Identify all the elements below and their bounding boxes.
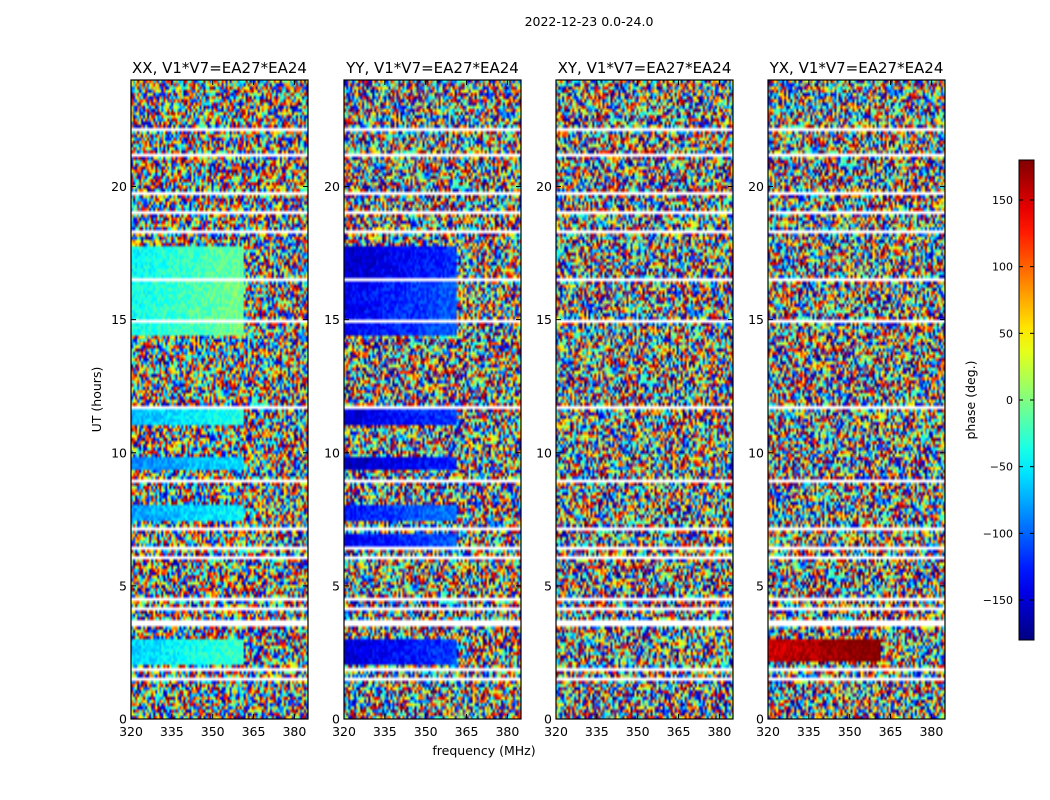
y-tick-label: 10 <box>324 445 340 460</box>
x-tick-label: 320 <box>332 724 356 739</box>
x-tick-label: 365 <box>879 724 903 739</box>
y-tick-label: 5 <box>544 578 552 593</box>
x-tick-label: 335 <box>585 724 609 739</box>
panel-4: YX, V1*V7=EA27*EA24 320 335 350 365 380 0 5 10 15… <box>748 59 946 739</box>
phase-heatmap <box>131 80 308 719</box>
axes-frame <box>555 79 734 720</box>
colorbar-tick-label: −150 <box>983 594 1013 607</box>
x-tick-label: 320 <box>119 724 143 739</box>
panel-title: YY, V1*V7=EA27*EA24 <box>345 59 519 77</box>
x-axis-label: frequency (MHz) <box>432 743 535 758</box>
axes-frame <box>130 79 309 720</box>
y-tick-label: 15 <box>324 312 340 327</box>
y-tick-label: 5 <box>756 578 764 593</box>
x-tick-label: 365 <box>667 724 691 739</box>
y-tick-label: 20 <box>111 179 127 194</box>
panels: XX, V1*V7=EA27*EA24 320 335 350 365 380 0 5 10 15… <box>89 59 946 758</box>
x-tick-label: 365 <box>242 724 266 739</box>
x-tick-label: 350 <box>201 724 225 739</box>
x-tick-label: 335 <box>160 724 184 739</box>
y-axis-label: UT (hours) <box>89 367 104 433</box>
phase-heatmap <box>556 80 733 719</box>
x-tick-label: 380 <box>495 724 519 739</box>
x-tick-label: 320 <box>756 724 780 739</box>
x-tick-label: 380 <box>282 724 306 739</box>
phase-heatmap <box>768 80 945 719</box>
colorbar-tick-label: 0 <box>1006 394 1013 407</box>
panel-3: XY, V1*V7=EA27*EA24 320 335 350 365 380 0 5 10 15… <box>536 59 734 739</box>
y-tick-label: 20 <box>748 179 764 194</box>
axes-frame <box>767 79 946 720</box>
x-tick-label: 320 <box>544 724 568 739</box>
panel-title: XY, V1*V7=EA27*EA24 <box>558 59 732 77</box>
x-tick-label: 350 <box>414 724 438 739</box>
colorbar-tick-label: −50 <box>990 461 1013 474</box>
x-tick-label: 335 <box>373 724 397 739</box>
y-tick-label: 15 <box>748 312 764 327</box>
y-tick-label: 5 <box>119 578 127 593</box>
colorbar-label: phase (deg.) <box>963 361 978 440</box>
x-tick-label: 365 <box>455 724 479 739</box>
y-tick-label: 0 <box>756 712 764 727</box>
panel-title: XX, V1*V7=EA27*EA24 <box>132 59 307 77</box>
panel-title: YX, V1*V7=EA27*EA24 <box>769 59 944 77</box>
x-tick-label: 350 <box>626 724 650 739</box>
y-tick-label: 10 <box>536 445 552 460</box>
colorbar-gradient <box>1019 160 1034 640</box>
x-tick-label: 335 <box>797 724 821 739</box>
axes-frame <box>343 79 522 720</box>
x-tick-label: 350 <box>838 724 862 739</box>
y-tick-label: 15 <box>111 312 127 327</box>
y-tick-label: 5 <box>332 578 340 593</box>
y-tick-label: 20 <box>324 179 340 194</box>
y-tick-label: 0 <box>119 712 127 727</box>
y-tick-label: 10 <box>111 445 127 460</box>
colorbar-tick-label: 100 <box>992 261 1013 274</box>
y-tick-label: 15 <box>536 312 552 327</box>
panel-2: YY, V1*V7=EA27*EA24 320 335 350 365 380 0 5 10 15… <box>324 59 535 758</box>
x-tick-label: 380 <box>919 724 943 739</box>
colorbar-tick-label: 150 <box>992 194 1013 207</box>
x-tick-label: 380 <box>707 724 731 739</box>
colorbar-tick-label: −100 <box>983 527 1013 540</box>
y-tick-label: 20 <box>536 179 552 194</box>
figure-suptitle: 2022-12-23 0.0-24.0 <box>525 14 654 29</box>
colorbar: 150 100 50 0 −50 −100 −150 phase (deg.) <box>963 159 1035 641</box>
y-tick-label: 10 <box>748 445 764 460</box>
y-tick-label: 0 <box>332 712 340 727</box>
panel-1: XX, V1*V7=EA27*EA24 320 335 350 365 380 0 5 10 15… <box>89 59 309 739</box>
colorbar-tick-label: 50 <box>999 327 1013 340</box>
y-tick-label: 0 <box>544 712 552 727</box>
phase-heatmap <box>344 80 521 719</box>
